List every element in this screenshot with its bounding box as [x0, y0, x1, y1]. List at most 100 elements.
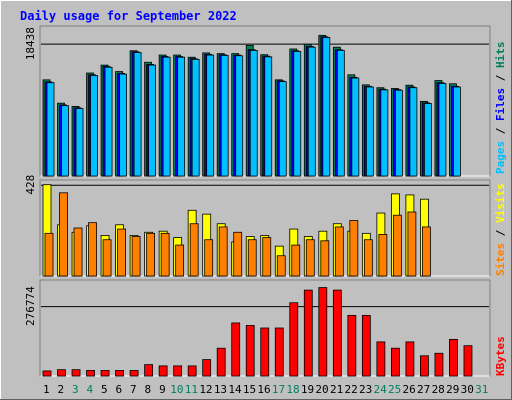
legend-middle: Sites / Visits [494, 183, 507, 276]
panel-visits-sites [39, 179, 491, 277]
legend-separator: / [494, 74, 507, 81]
bar-sites-day-3 [73, 227, 83, 277]
bar-kbytes-day-1 [42, 370, 52, 377]
legend-files: Files [494, 88, 507, 121]
bar-kbytes-day-29 [449, 338, 458, 377]
bar-sites-day-27 [422, 226, 431, 277]
x-axis-day-labels: 1 2 3 4 5 6 7 8 9 10 11 12 13 14 15 16 17 18 19 20 21 22 23 24 2… [43, 383, 488, 396]
bar-sites-day-6 [117, 228, 126, 277]
bar-pages-day-15 [249, 50, 258, 177]
bar-kbytes-day-18 [289, 302, 299, 377]
bar-kbytes-day-27 [420, 355, 429, 377]
bar-pages-day-8 [148, 64, 157, 177]
bar-sites-day-26 [407, 211, 417, 277]
bar-sites-day-15 [247, 239, 257, 277]
x-tick-label-day-29: 29 [446, 383, 459, 396]
bar-sites-day-2 [59, 192, 68, 277]
bar-pages-day-4 [90, 75, 98, 177]
panel-hits-files-pages [39, 25, 491, 177]
x-tick-label-day-31: 31 [475, 383, 488, 396]
bar-sites-day-9 [160, 232, 170, 277]
chart-title: Daily usage for September 2022 [20, 9, 237, 23]
y-tick-label-kbytes: 276774 [24, 286, 37, 326]
bar-pages-day-2 [61, 105, 69, 177]
bar-kbytes-day-17 [274, 327, 284, 377]
bar-sites-day-16 [262, 237, 272, 277]
bar-kbytes-day-14 [231, 322, 241, 377]
bar-pages-day-13 [220, 55, 229, 177]
x-tick-label-day-7: 7 [130, 383, 137, 396]
bar-pages-day-1 [46, 82, 55, 177]
bar-sites-day-19 [305, 239, 315, 277]
bar-kbytes-day-8 [144, 364, 154, 377]
bar-pages-day-23 [365, 86, 374, 177]
bar-kbytes-day-20 [318, 287, 328, 377]
x-tick-label-day-28: 28 [432, 383, 445, 396]
bar-pages-day-24 [380, 89, 389, 177]
bar-sites-day-17 [276, 255, 286, 277]
bar-sites-day-18 [291, 244, 301, 277]
bar-sites-day-10 [175, 244, 185, 277]
x-tick-label-day-10: 10 [170, 383, 183, 396]
x-tick-label-day-25: 25 [388, 383, 401, 396]
x-tick-label-day-3: 3 [72, 383, 79, 396]
bar-pages-day-16 [264, 56, 273, 177]
x-tick-label-day-26: 26 [403, 383, 416, 396]
bar-kbytes-day-19 [303, 289, 313, 377]
bar-pages-day-14 [235, 55, 244, 177]
x-tick-label-day-22: 22 [344, 383, 357, 396]
bar-kbytes-day-22 [347, 314, 357, 377]
bar-pages-day-6 [119, 73, 127, 177]
bar-kbytes-day-16 [260, 327, 270, 377]
bar-kbytes-day-23 [361, 314, 371, 377]
bar-sites-day-24 [378, 233, 388, 277]
bar-pages-day-17 [278, 81, 287, 177]
bar-kbytes-day-21 [332, 289, 342, 377]
bar-pages-day-20 [322, 37, 331, 177]
x-tick-label-day-11: 11 [185, 383, 198, 396]
legend-separator: / [494, 229, 507, 236]
bar-pages-day-22 [351, 77, 360, 177]
x-tick-label-day-21: 21 [330, 383, 343, 396]
x-tick-label-day-8: 8 [145, 383, 152, 396]
bar-pages-day-21 [336, 50, 345, 177]
legend-separator: / [494, 127, 507, 134]
x-tick-label-day-15: 15 [243, 383, 256, 396]
bar-sites-day-25 [392, 214, 402, 277]
bar-sites-day-7 [131, 236, 141, 277]
legend-top: Pages / Files / Hits [494, 42, 507, 175]
x-tick-label-day-16: 16 [257, 383, 270, 396]
x-tick-label-day-19: 19 [301, 383, 314, 396]
x-tick-label-day-9: 9 [159, 383, 166, 396]
bar-kbytes-day-28 [434, 352, 444, 377]
x-tick-label-day-12: 12 [199, 383, 212, 396]
x-tick-label-day-23: 23 [359, 383, 372, 396]
bar-sites-day-13 [218, 226, 228, 277]
bar-pages-day-27 [424, 103, 432, 177]
x-tick-label-day-18: 18 [286, 383, 299, 396]
bar-sites-day-20 [320, 240, 330, 277]
bar-sites-day-5 [102, 239, 112, 277]
bar-kbytes-day-11 [187, 365, 197, 377]
bar-kbytes-day-26 [405, 341, 415, 377]
x-tick-label-day-20: 20 [315, 383, 328, 396]
x-tick-label-day-2: 2 [57, 383, 64, 396]
bar-kbytes-day-15 [245, 325, 255, 377]
bar-kbytes-day-10 [173, 365, 183, 377]
bar-kbytes-day-5 [100, 370, 110, 377]
bar-pages-day-5 [104, 66, 113, 177]
legend-pages: Pages [494, 141, 507, 174]
bar-sites-day-12 [204, 239, 214, 277]
bar-pages-day-11 [191, 58, 200, 177]
bar-pages-day-25 [394, 89, 403, 177]
bar-kbytes-day-7 [129, 370, 139, 377]
bar-pages-day-29 [453, 86, 461, 177]
legend-kbytes: KBytes [494, 336, 507, 376]
x-tick-label-day-6: 6 [116, 383, 123, 396]
x-tick-label-day-1: 1 [43, 383, 50, 396]
x-tick-label-day-13: 13 [214, 383, 227, 396]
bar-kbytes-day-25 [390, 347, 400, 377]
bar-pages-day-7 [133, 52, 142, 177]
bar-pages-day-10 [177, 56, 186, 177]
bar-sites-day-21 [334, 226, 344, 277]
